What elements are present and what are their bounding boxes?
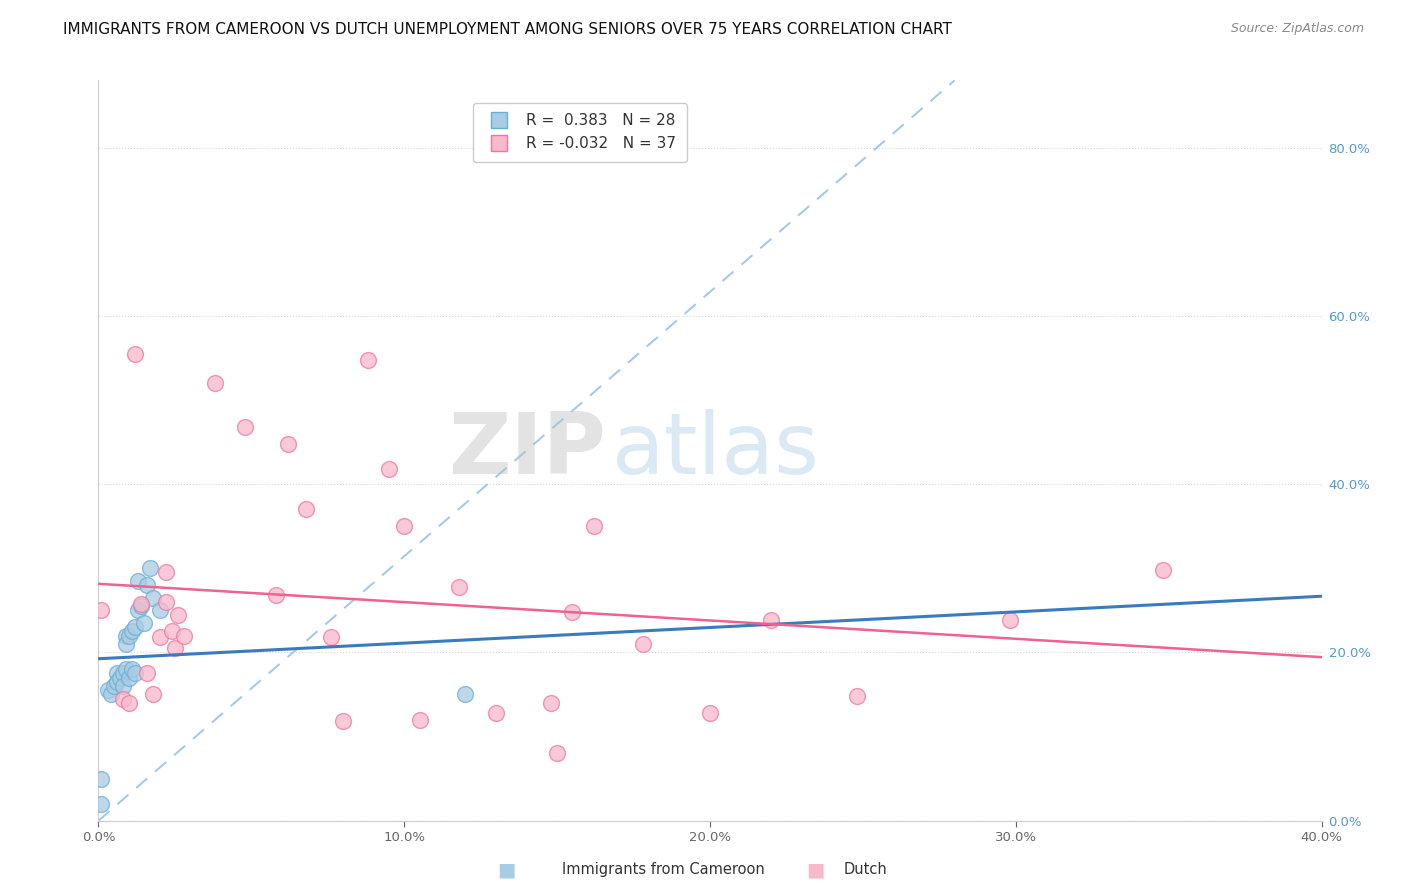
Point: [105, 674, 128, 689]
Point: [319, 630, 342, 644]
Point: [155, 595, 177, 609]
Text: Dutch: Dutch: [844, 863, 887, 877]
Point: [142, 591, 165, 605]
Point: [127, 574, 149, 588]
Point: [277, 436, 299, 450]
Point: [134, 615, 156, 630]
Point: [118, 696, 141, 710]
Point: [111, 666, 134, 681]
Point: [540, 696, 562, 710]
Point: [121, 624, 143, 639]
Point: [111, 691, 134, 706]
Point: [163, 641, 186, 656]
Point: [378, 462, 401, 476]
Point: [105, 666, 128, 681]
Point: [108, 671, 131, 685]
Point: [118, 671, 141, 685]
Point: [631, 637, 654, 651]
Text: ■: ■: [496, 860, 516, 880]
Point: [118, 628, 141, 642]
Point: [149, 630, 172, 644]
Point: [111, 679, 134, 693]
Point: [142, 688, 165, 702]
Point: [356, 352, 378, 367]
Point: [136, 666, 159, 681]
Text: ZIP: ZIP: [449, 409, 606, 492]
Point: [124, 620, 146, 634]
Point: [264, 588, 287, 602]
Point: [392, 519, 416, 533]
Point: [155, 566, 177, 580]
Point: [139, 561, 162, 575]
Point: [160, 624, 183, 639]
Text: Immigrants from Cameroon: Immigrants from Cameroon: [562, 863, 765, 877]
Point: [103, 679, 125, 693]
Point: [204, 376, 226, 391]
Point: [127, 603, 149, 617]
Point: [115, 637, 138, 651]
Legend: R =  0.383   N = 28, R = -0.032   N = 37: R = 0.383 N = 28, R = -0.032 N = 37: [472, 103, 688, 161]
Point: [408, 713, 430, 727]
Point: [100, 688, 122, 702]
Point: [485, 706, 508, 720]
Point: [136, 578, 159, 592]
Point: [759, 614, 782, 628]
Point: [167, 607, 190, 622]
Point: [90, 772, 112, 786]
Point: [90, 603, 112, 617]
Point: [845, 689, 868, 703]
Point: [233, 420, 256, 434]
Point: [332, 714, 354, 729]
Point: [546, 747, 568, 761]
Point: [121, 662, 143, 676]
Point: [115, 628, 138, 642]
Point: [699, 706, 721, 720]
Point: [295, 502, 318, 516]
Point: [1152, 563, 1174, 577]
Point: [449, 580, 471, 594]
Point: [115, 662, 138, 676]
Point: [129, 597, 152, 611]
Point: [582, 519, 605, 533]
Point: [97, 683, 120, 698]
Text: IMMIGRANTS FROM CAMEROON VS DUTCH UNEMPLOYMENT AMONG SENIORS OVER 75 YEARS CORRE: IMMIGRANTS FROM CAMEROON VS DUTCH UNEMPL…: [63, 22, 952, 37]
Point: [998, 614, 1021, 628]
Point: [124, 666, 146, 681]
Point: [90, 797, 112, 811]
Point: [173, 628, 195, 642]
Point: [129, 599, 152, 613]
Point: [561, 605, 583, 619]
Point: [454, 688, 477, 702]
Text: Source: ZipAtlas.com: Source: ZipAtlas.com: [1230, 22, 1364, 36]
Text: ■: ■: [806, 860, 825, 880]
Text: atlas: atlas: [612, 409, 820, 492]
Point: [149, 603, 172, 617]
Point: [124, 347, 146, 361]
